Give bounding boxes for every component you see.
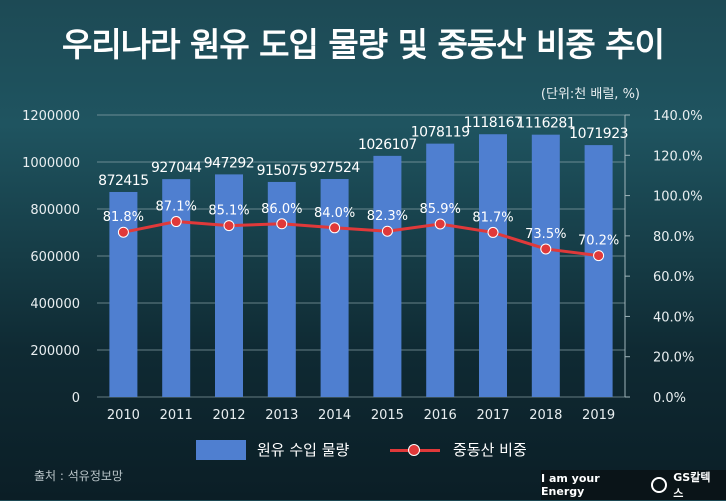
bar-value-label: 1118167	[464, 115, 523, 131]
y-left-tick-label: 200000	[30, 344, 80, 359]
legend-line-label: 중동산 비중	[453, 441, 527, 459]
y-left-tick-label: 800000	[30, 203, 80, 218]
bar	[426, 143, 455, 397]
x-tick-label: 2015	[371, 408, 404, 423]
bar	[162, 179, 191, 397]
chart: 0 200000 400000 600000 800000 1000000 1200000 0…	[22, 109, 703, 423]
bar	[531, 134, 560, 398]
bar	[109, 191, 138, 397]
legend: 원유 수입 물량 중동산 비중	[0, 433, 726, 463]
bar	[584, 145, 613, 397]
x-tick-label: 2012	[212, 408, 245, 423]
x-tick-label: 2010	[107, 408, 140, 423]
line-value-label: 81.8%	[103, 210, 144, 225]
line-point	[170, 216, 182, 228]
brand-footer: I am your Energy GS칼텍스	[541, 470, 726, 500]
brand-slogan: I am your Energy	[541, 472, 600, 498]
line-value-label: 86.0%	[261, 202, 302, 217]
line-point	[276, 218, 288, 230]
line-point	[487, 226, 499, 238]
y-right-tick-label: 140.0%	[653, 109, 703, 124]
x-tick-label: 2017	[476, 408, 509, 423]
chart-title: 우리나라 원유 도입 물량 및 중동산 비중 추이	[62, 25, 665, 64]
bar	[479, 134, 507, 397]
legend-bar-label: 원유 수입 물량	[257, 441, 350, 459]
line-point	[329, 222, 341, 234]
bar-value-label: 1116281	[516, 116, 575, 132]
y-right-tick-label: 100.0%	[653, 190, 703, 205]
line-value-label: 73.5%	[525, 227, 566, 242]
bar	[215, 174, 243, 397]
x-tick-label: 2013	[265, 408, 298, 423]
line-point	[593, 250, 605, 262]
y-right-tick-label: 120.0%	[653, 149, 703, 164]
source-note: 출처 : 석유정보망	[34, 469, 123, 483]
bar-value-label: 1026107	[358, 137, 417, 153]
gs-logo-icon	[651, 477, 668, 493]
line-point	[540, 243, 552, 255]
legend-bar-swatch	[196, 440, 246, 460]
y-right-tick-label: 20.0%	[653, 351, 694, 366]
y-left-tick-label: 600000	[30, 250, 80, 265]
bar	[267, 181, 296, 397]
line-value-label: 84.0%	[314, 206, 355, 221]
bar-value-label: 947292	[204, 155, 254, 171]
x-tick-label: 2014	[318, 408, 351, 423]
line-value-label: 85.9%	[420, 202, 461, 217]
line-point	[434, 218, 446, 230]
y-right-tick-label: 80.0%	[653, 230, 694, 245]
legend-line-marker	[408, 444, 420, 456]
y-right-tick-label: 0.0%	[653, 391, 686, 406]
line-point	[223, 220, 235, 232]
unit-note: (단위:천 배럴, %)	[540, 87, 640, 102]
y-left-tick-label: 400000	[30, 297, 80, 312]
y-left-tick-label: 0	[72, 391, 80, 406]
bar-value-label: 927044	[151, 160, 202, 176]
line-series	[123, 220, 599, 258]
line-value-label: 87.1%	[156, 200, 197, 215]
y-right-tick-label: 60.0%	[653, 270, 694, 285]
bar	[320, 179, 349, 397]
line-value-label: 81.7%	[472, 210, 513, 225]
y-right-tick-label: 40.0%	[653, 310, 694, 325]
brand-logo-text: GS칼텍스	[673, 471, 711, 500]
line-value-label: 82.3%	[367, 209, 408, 224]
bar	[373, 155, 402, 397]
line-value-label: 85.1%	[208, 204, 249, 219]
y-left-tick-label: 1000000	[22, 156, 80, 171]
line-point	[381, 225, 393, 237]
line-point	[117, 226, 129, 238]
y-left-tick-label: 1200000	[22, 109, 80, 124]
x-tick-label: 2011	[160, 408, 193, 423]
bar-value-label: 927524	[309, 160, 360, 176]
x-tick-label: 2019	[582, 408, 615, 423]
bar-value-label: 1071923	[569, 126, 628, 142]
line-value-label: 70.2%	[578, 234, 619, 249]
bar-value-label: 915075	[257, 163, 307, 179]
bar-value-label: 872415	[98, 173, 148, 189]
x-tick-label: 2018	[529, 408, 562, 423]
bar-value-label: 1078119	[411, 125, 470, 141]
x-tick-label: 2016	[424, 408, 457, 423]
